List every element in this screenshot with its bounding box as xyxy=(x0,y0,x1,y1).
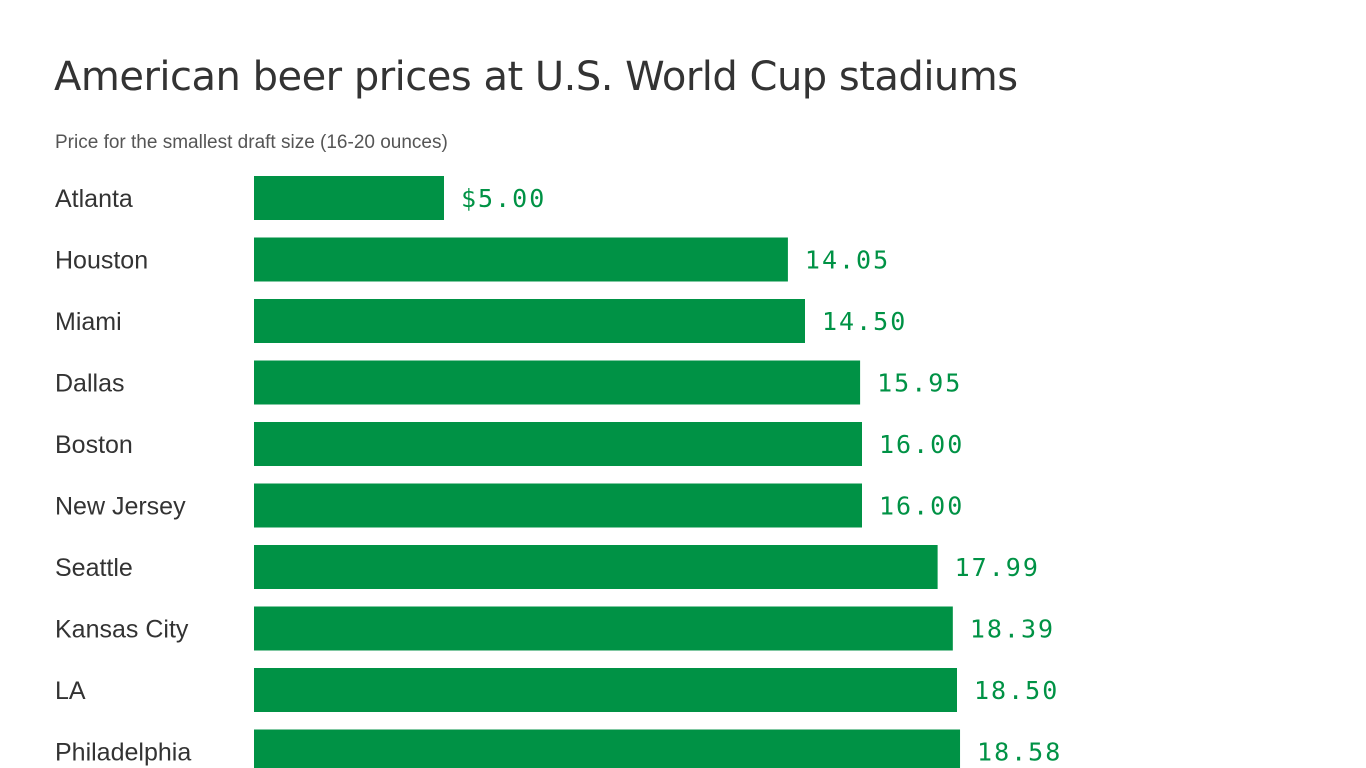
category-label: Houston xyxy=(55,247,148,275)
value-label: 16.00 xyxy=(879,492,964,521)
bar xyxy=(254,545,938,589)
value-label: 18.58 xyxy=(977,738,1062,767)
value-label: 15.95 xyxy=(877,369,962,398)
value-label: 14.05 xyxy=(805,246,890,275)
bar xyxy=(254,668,957,712)
category-label: Atlanta xyxy=(55,185,133,213)
bars-group: Atlanta $5.00 Houston 14.05 Miami 14.50 Dallas… xyxy=(55,176,1062,768)
category-label: Miami xyxy=(55,308,122,336)
bar xyxy=(254,606,953,651)
category-label: Seattle xyxy=(55,554,133,582)
value-label: 17.99 xyxy=(955,553,1040,582)
category-label: Philadelphia xyxy=(55,739,191,767)
bar xyxy=(254,422,862,466)
value-label: 18.39 xyxy=(970,615,1055,644)
chart-subtitle: Price for the smallest draft size (16-20… xyxy=(55,132,448,153)
category-label: LA xyxy=(55,677,86,705)
category-label: Boston xyxy=(55,431,133,459)
bar xyxy=(254,483,862,528)
bar xyxy=(254,360,861,405)
value-label: 18.50 xyxy=(974,676,1059,705)
category-label: New Jersey xyxy=(55,493,186,521)
value-label: 16.00 xyxy=(879,430,964,459)
value-label: $5.00 xyxy=(461,184,546,213)
bar xyxy=(254,729,961,768)
value-label: 14.50 xyxy=(822,307,907,336)
bar xyxy=(254,237,788,282)
category-label: Dallas xyxy=(55,370,124,398)
bar xyxy=(254,176,444,220)
category-label: Kansas City xyxy=(55,616,189,644)
bar xyxy=(254,299,805,343)
chart-title: American beer prices at U.S. World Cup s… xyxy=(54,54,1018,100)
